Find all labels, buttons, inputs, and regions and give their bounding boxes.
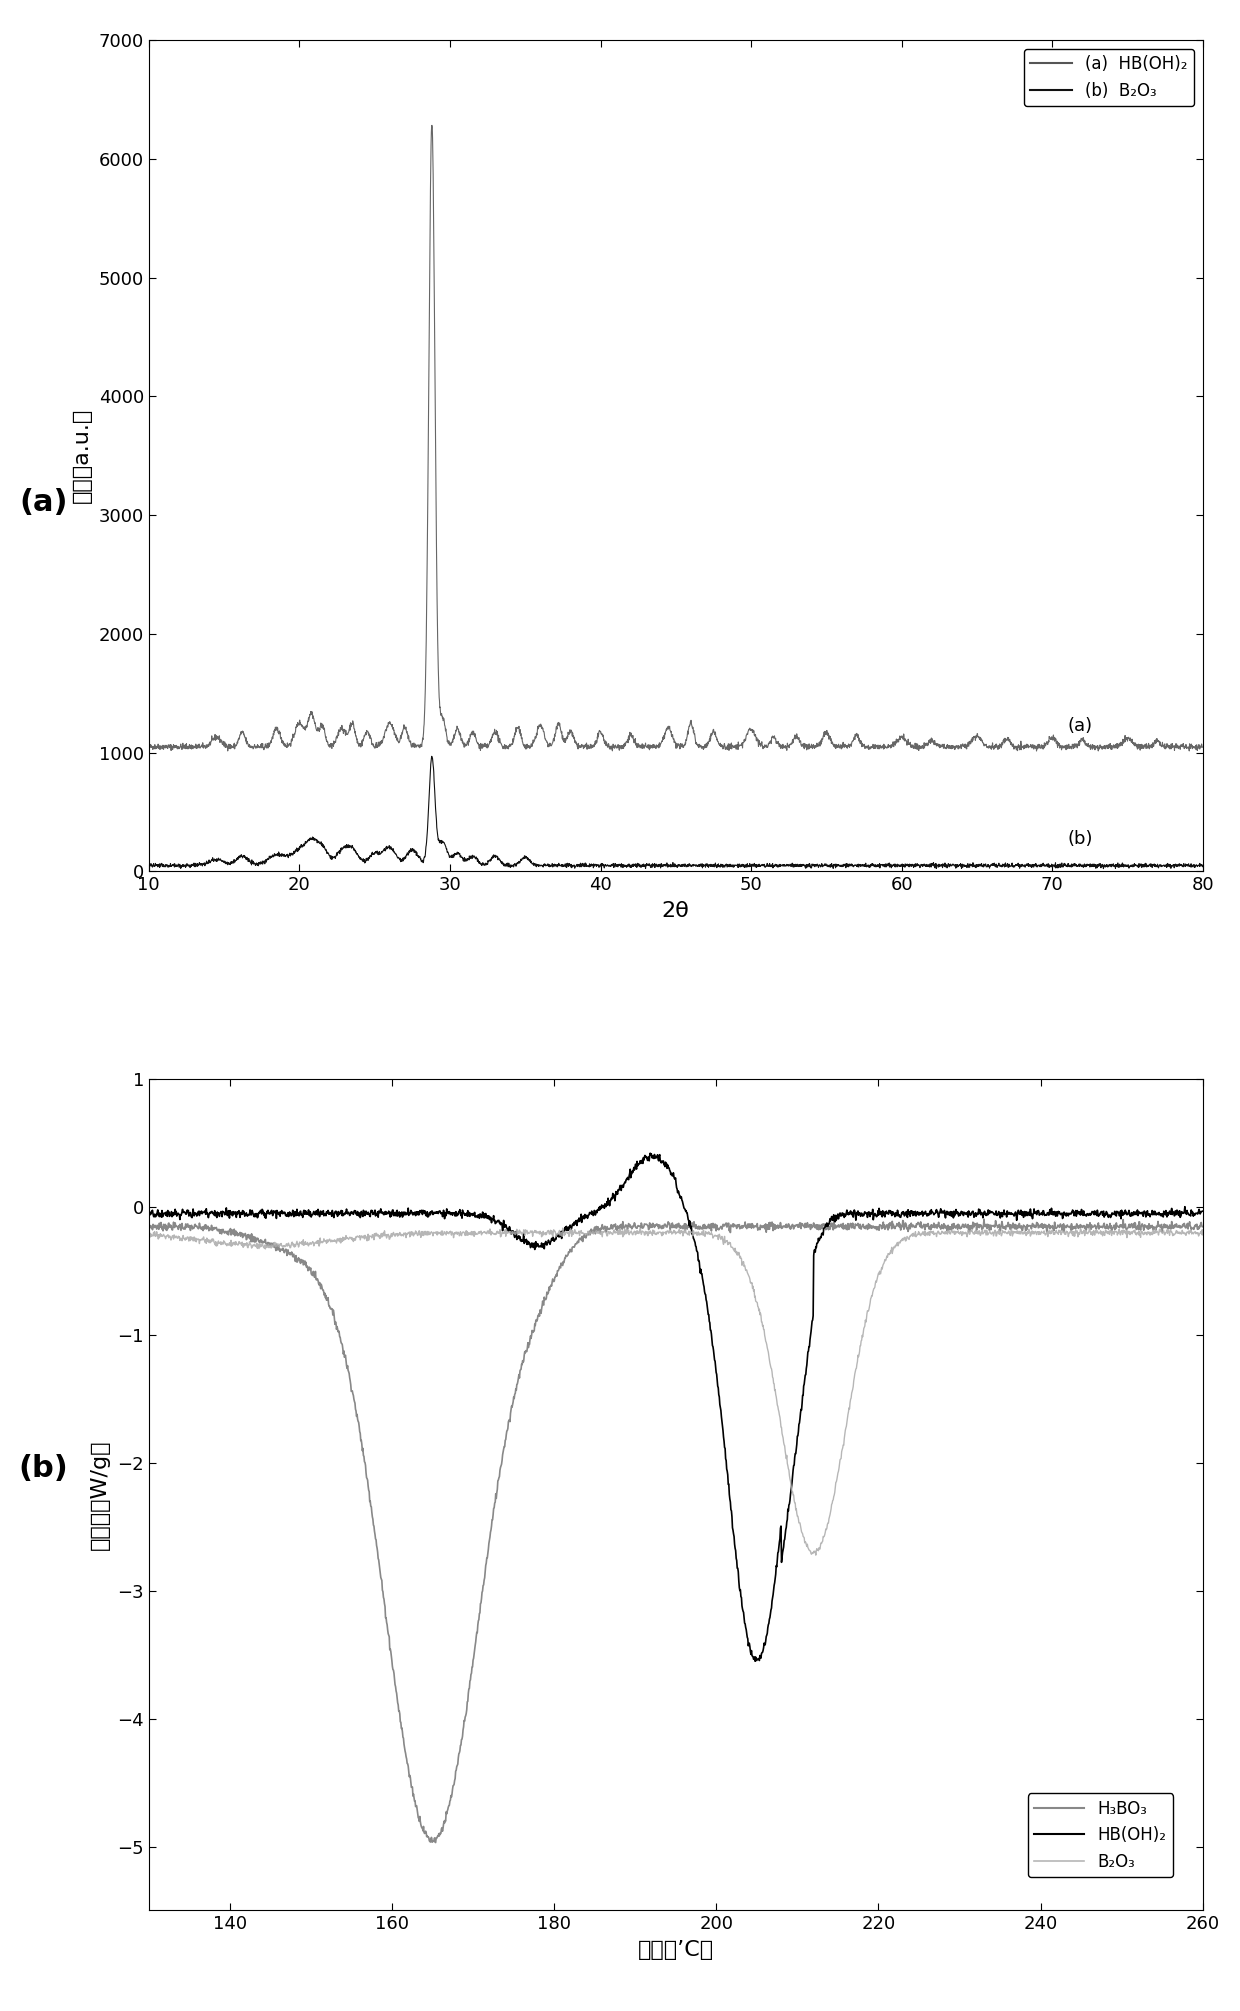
Text: (a): (a) <box>19 489 68 517</box>
Legend: H₃BO₃, HB(OH)₂, B₂O₃: H₃BO₃, HB(OH)₂, B₂O₃ <box>1028 1794 1173 1876</box>
X-axis label: 2θ: 2θ <box>662 901 689 921</box>
Y-axis label: 热流量（W/g）: 热流量（W/g） <box>91 1440 110 1550</box>
Text: (b): (b) <box>19 1454 68 1482</box>
X-axis label: 温度（’C）: 温度（’C） <box>637 1941 714 1961</box>
Legend: (a)  HB(OH)₂, (b)  B₂O₃: (a) HB(OH)₂, (b) B₂O₃ <box>1024 48 1194 107</box>
Text: (b): (b) <box>1068 831 1092 849</box>
Y-axis label: 强度（a.u.）: 强度（a.u.） <box>72 408 92 503</box>
Text: (a): (a) <box>1068 718 1092 736</box>
